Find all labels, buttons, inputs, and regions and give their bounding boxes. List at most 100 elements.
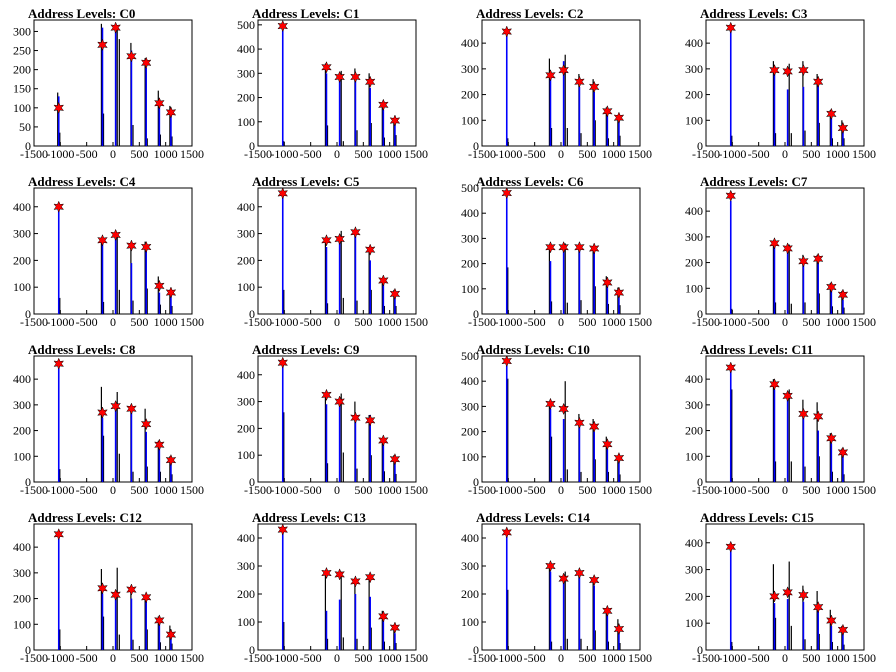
peak-marker — [153, 438, 165, 451]
x-tick-label: 0 — [782, 651, 788, 665]
y-tick-label: 300 — [13, 227, 31, 241]
y-tick-label: 100 — [461, 113, 479, 127]
y-tick-label: 300 — [685, 398, 703, 412]
x-tick-label: 500 — [578, 651, 596, 665]
peak-marker — [613, 286, 625, 299]
x-tick-label: 1000 — [826, 651, 850, 665]
x-tick-label: 500 — [354, 147, 372, 161]
chart-plot: 0 100 200 300 400 -1500-1000 -500 0 500 1000 1500 — [237, 187, 428, 329]
peak-marker — [769, 378, 780, 391]
peak-marker — [110, 21, 121, 34]
x-tick-label: 500 — [354, 651, 372, 665]
peak-marker — [140, 591, 152, 604]
peak-marker — [837, 623, 849, 637]
peak-marker — [798, 63, 809, 77]
x-tick-label: 1000 — [378, 483, 402, 497]
x-tick-label: 500 — [354, 483, 372, 497]
x-tick-label: -1000 — [46, 651, 74, 665]
x-tick-label: 1500 — [852, 147, 876, 161]
x-tick-label: -1000 — [494, 315, 522, 329]
chart-title: Address Levels: C2 — [476, 6, 584, 21]
peak-marker — [812, 75, 824, 88]
y-tick-label: 100 — [237, 115, 255, 129]
y-tick-label: 100 — [237, 280, 255, 294]
x-tick-label: 1500 — [404, 315, 428, 329]
peak-marker — [574, 566, 585, 580]
chart-panel: 0 100 200 300 400 500 -1500 -1000 -500 0 500 1000 15… — [448, 168, 672, 336]
x-tick-label: 500 — [578, 315, 596, 329]
chart-plot: 0 100 200 300 400 -1500-1000 -500 0 500 1000 1500 — [685, 523, 876, 665]
y-tick-label: 200 — [461, 587, 479, 601]
peak-marker — [165, 453, 177, 467]
chart-panel: 0 100 200 300 400 -1500 -1000 -500 0 500 1000 1500 A… — [224, 336, 448, 504]
x-tick-label: -1500 — [20, 147, 48, 161]
x-tick-label: 500 — [578, 483, 596, 497]
y-tick-label: 300 — [461, 399, 479, 413]
peak-marker — [837, 446, 849, 459]
peak-marker — [558, 572, 569, 585]
x-tick-label: -1500 — [244, 651, 272, 665]
chart-plot: 0 100 200 300 400 500 -1500-1000 -500 0 500 1000 15… — [237, 18, 428, 161]
x-tick-label: -1000 — [494, 651, 522, 665]
peak-marker — [558, 63, 569, 77]
peak-marker — [812, 252, 824, 265]
x-tick-label: -500 — [76, 315, 98, 329]
x-tick-label: -1500 — [20, 483, 48, 497]
plot-frame — [705, 355, 865, 483]
x-tick-label: -1500 — [244, 315, 272, 329]
x-tick-label: -500 — [300, 483, 322, 497]
x-tick-label: 1000 — [154, 483, 178, 497]
peak-marker — [53, 357, 65, 370]
peak-marker — [153, 97, 165, 110]
peak-marker — [725, 189, 737, 202]
x-tick-label: -1500 — [20, 651, 48, 665]
x-tick-label: -1000 — [46, 483, 74, 497]
x-tick-label: 1500 — [404, 651, 428, 665]
peak-marker — [321, 566, 332, 580]
chart-panel: 0 100 200 300 400 -1500 -1000 -500 0 500 1000 1500 A… — [672, 0, 896, 168]
y-tick-label: 400 — [461, 531, 479, 545]
x-tick-label: 1500 — [628, 483, 652, 497]
y-tick-label: 0 — [473, 307, 479, 321]
peak-marker — [97, 582, 108, 595]
x-tick-label: -500 — [748, 147, 770, 161]
x-tick-label: 500 — [802, 315, 820, 329]
peak-marker — [389, 621, 401, 634]
chart-plot: 0 50 100 150 200 250 300 -1500-1000 -500 0 500 1000… — [13, 19, 204, 161]
peak-marker — [377, 434, 389, 447]
peak-marker — [782, 586, 793, 599]
y-tick-label: 400 — [461, 36, 479, 50]
peak-marker — [588, 242, 600, 255]
chart-panel: 0 100 200 300 400 500 -1500 -1000 -500 0 500 1000 15… — [224, 0, 448, 168]
chart-title: Address Levels: C1 — [252, 6, 360, 21]
peak-marker — [110, 399, 121, 413]
x-tick-label: 1500 — [852, 315, 876, 329]
peak-marker — [545, 69, 556, 82]
chart-plot: 0 100 200 300 400 -1500-1000 -500 0 500 1000 1500 — [13, 355, 204, 497]
x-tick-label: 0 — [558, 147, 564, 161]
y-tick-label: 200 — [461, 257, 479, 271]
y-tick-label: 200 — [461, 88, 479, 102]
x-tick-label: -500 — [524, 651, 546, 665]
y-tick-label: 100 — [685, 616, 703, 630]
peak-marker — [350, 226, 361, 239]
peak-marker — [389, 453, 401, 466]
peak-marker — [825, 432, 837, 445]
chart-panel: 0 100 200 300 400 -1500 -1000 -500 0 500 1000 1500 A… — [672, 168, 896, 336]
y-tick-label: 400 — [237, 200, 255, 214]
peak-marker — [782, 65, 793, 78]
peak-marker — [613, 622, 625, 636]
x-tick-label: 0 — [334, 147, 340, 161]
y-tick-label: 100 — [685, 281, 703, 295]
peak-marker — [769, 63, 780, 77]
y-tick-label: 0 — [473, 475, 479, 489]
peak-marker — [601, 276, 613, 289]
peak-marker — [165, 106, 177, 119]
x-tick-label: 500 — [130, 147, 148, 161]
y-tick-label: 100 — [13, 280, 31, 294]
y-tick-label: 200 — [13, 253, 31, 267]
peak-marker — [110, 588, 121, 601]
x-tick-label: -1000 — [270, 651, 298, 665]
peak-marker — [588, 573, 600, 587]
peak-marker — [97, 234, 108, 247]
